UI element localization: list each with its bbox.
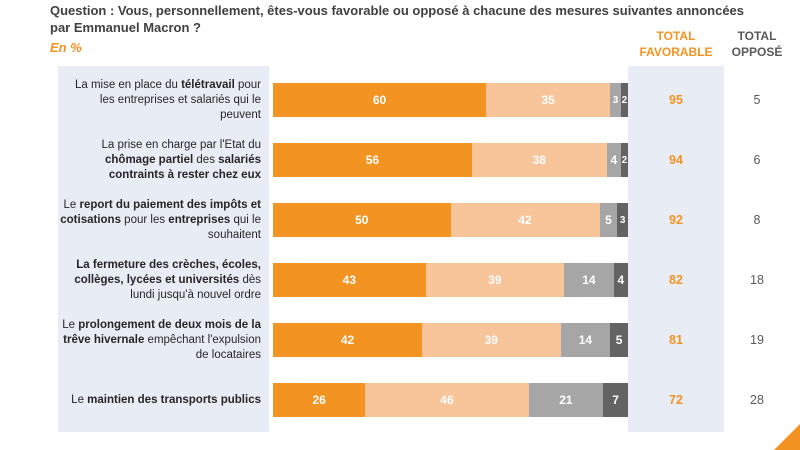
total-favorable-value: 82 (669, 273, 683, 287)
total-favorable-value: 72 (669, 393, 683, 407)
bar-segment: 38 (471, 143, 607, 177)
total-favorable-panel (628, 66, 724, 432)
row-label: Le maintien des transports publics (71, 393, 261, 406)
bar-segment: 3 (617, 203, 628, 237)
bar-segment: 26 (273, 383, 366, 417)
total-oppose-value: 6 (753, 153, 761, 167)
bar-segment: 4 (606, 143, 621, 177)
bar-segment: 5 (599, 203, 618, 237)
label-panel (58, 66, 269, 432)
bar-segment: 21 (528, 383, 604, 417)
bar-segment: 43 (273, 263, 426, 297)
row-label: Le report du paiement des impôts et coti… (60, 198, 261, 241)
total-oppose-value: 28 (750, 393, 764, 407)
bar-segment: 2 (620, 143, 628, 177)
bar-segment: 14 (564, 263, 614, 297)
bar-segment: 39 (425, 263, 565, 297)
total-favorable-value: 92 (669, 213, 683, 227)
bar-segment: 4 (613, 263, 628, 297)
bar-segment: 60 (273, 83, 486, 117)
bar-segment: 56 (273, 143, 472, 177)
bar-segment: 39 (422, 323, 561, 357)
total-oppose-value: 18 (750, 273, 764, 287)
total-favorable-value: 81 (669, 333, 683, 347)
row-label: La mise en place du télétravail pour les… (74, 78, 261, 121)
total-oppose-value: 19 (750, 333, 764, 347)
bar-segment: 50 (273, 203, 451, 237)
total-oppose-value: 5 (753, 93, 761, 107)
bar-segment: 2 (620, 83, 628, 117)
row-label: La fermeture des crèches, écoles, collèg… (74, 258, 261, 301)
total-favorable-header: TOTAL FAVORABLE (639, 29, 713, 59)
corner-decoration (774, 424, 800, 450)
bar-segment: 35 (486, 83, 611, 117)
total-favorable-value: 95 (669, 93, 683, 107)
row-label: La prise en charge par l'Etat du chômage… (101, 138, 261, 181)
bar-segment: 14 (560, 323, 611, 357)
total-oppose-value: 8 (753, 213, 761, 227)
unit-label: En % (50, 40, 82, 55)
bar-segment: 5 (610, 323, 628, 357)
bar-segment: 42 (450, 203, 600, 237)
bar-segment: 42 (273, 323, 423, 357)
total-favorable-value: 94 (669, 153, 683, 167)
total-oppose-header: TOTAL OPPOSÉ (731, 29, 783, 59)
bar-segment: 46 (365, 383, 529, 417)
question-text: Question : Vous, personnellement, êtes-v… (50, 3, 745, 35)
bar-segment: 3 (610, 83, 621, 117)
bar-segment: 7 (603, 383, 628, 417)
row-label: Le prolongement de deux mois de la trêve… (62, 318, 261, 361)
